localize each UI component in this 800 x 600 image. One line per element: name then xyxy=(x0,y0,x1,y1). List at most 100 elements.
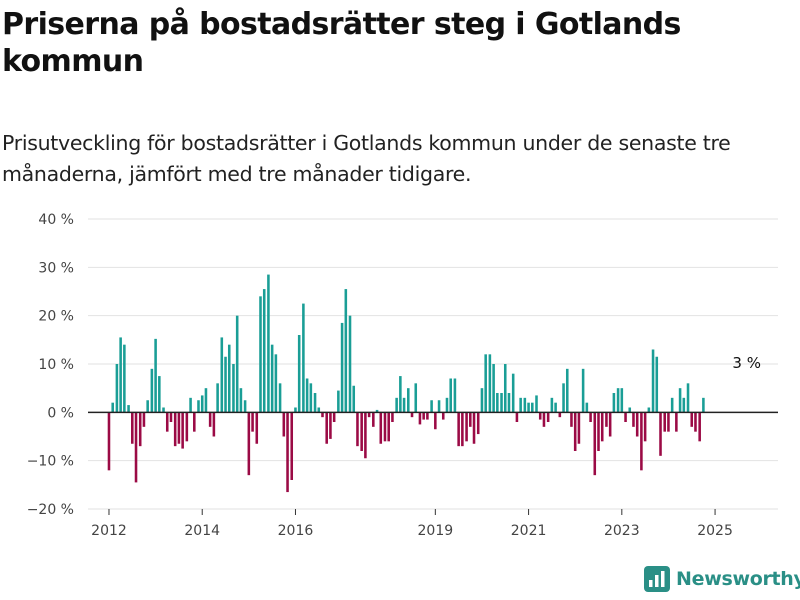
bar xyxy=(134,412,138,483)
newsworthy-logo: Newsworthy xyxy=(644,566,800,592)
bar xyxy=(224,356,227,413)
bar xyxy=(200,395,204,413)
bar xyxy=(243,400,247,413)
bar xyxy=(441,412,445,420)
bar xyxy=(675,412,678,432)
brand-name: Newsworthy xyxy=(676,568,800,590)
bar xyxy=(399,376,402,413)
bar xyxy=(340,322,344,413)
bar xyxy=(329,412,332,439)
x-tick-label: 2023 xyxy=(604,523,640,539)
bar xyxy=(107,412,111,471)
bar xyxy=(391,412,394,422)
bar xyxy=(678,388,682,413)
bar xyxy=(480,388,484,413)
bar xyxy=(297,335,301,413)
bar xyxy=(356,412,359,447)
bar xyxy=(185,412,189,442)
bar xyxy=(608,412,612,437)
bar xyxy=(402,397,406,413)
bar xyxy=(690,412,694,427)
bar xyxy=(503,364,507,413)
bar xyxy=(511,373,515,413)
bar xyxy=(550,397,554,413)
bar xyxy=(449,378,452,413)
bar xyxy=(492,364,495,413)
bar xyxy=(197,400,200,413)
bar xyxy=(585,402,589,413)
bar xyxy=(682,397,686,413)
bar xyxy=(325,412,328,444)
bar xyxy=(115,364,119,413)
bar xyxy=(546,412,550,422)
y-tick-label: 40 % xyxy=(38,212,74,228)
y-tick-label: 0 % xyxy=(47,405,74,421)
bar xyxy=(111,402,114,413)
bar xyxy=(360,412,363,451)
bar xyxy=(597,412,600,451)
bar xyxy=(542,412,546,427)
bar xyxy=(267,274,270,413)
bar xyxy=(189,397,192,413)
bar xyxy=(663,412,666,432)
bar xyxy=(453,378,457,413)
bar xyxy=(348,315,352,413)
bar xyxy=(154,338,157,413)
bar xyxy=(616,388,620,413)
bar xyxy=(352,385,356,413)
bar xyxy=(282,412,286,437)
y-tick-label: 10 % xyxy=(38,357,74,373)
y-tick-label: 20 % xyxy=(38,309,74,325)
chart-subtitle: Prisutveckling för bostadsrätter i Gotla… xyxy=(2,131,731,186)
bar xyxy=(659,412,662,456)
bar xyxy=(605,412,608,427)
bar xyxy=(686,383,690,413)
bar xyxy=(127,405,130,413)
bar xyxy=(383,412,387,442)
x-tick-label: 2014 xyxy=(184,523,220,539)
bar xyxy=(173,412,177,447)
bar xyxy=(523,397,527,413)
bar xyxy=(437,400,441,413)
bar xyxy=(461,412,464,447)
chart-title: Priserna på bostadsrätter steg i Gotland… xyxy=(2,7,681,79)
bar xyxy=(138,412,142,447)
bar xyxy=(527,402,530,413)
bar xyxy=(344,289,348,413)
bar xyxy=(208,412,212,427)
bar xyxy=(259,296,262,413)
bar xyxy=(570,412,573,427)
bar xyxy=(472,412,476,444)
bar xyxy=(177,412,181,444)
bar xyxy=(337,390,340,413)
x-tick-label: 2021 xyxy=(511,523,547,539)
bar xyxy=(640,412,643,471)
bar xyxy=(410,412,414,418)
bar xyxy=(414,383,418,413)
bar xyxy=(612,393,616,413)
bar xyxy=(418,412,422,425)
bar xyxy=(364,412,367,459)
bar xyxy=(294,407,297,413)
bar xyxy=(247,412,251,476)
x-tick-label: 2012 xyxy=(91,523,127,539)
bar xyxy=(270,344,274,413)
bar xyxy=(565,368,569,413)
bar xyxy=(227,344,231,413)
bar xyxy=(647,407,651,413)
bar xyxy=(220,337,224,413)
x-tick-label: 2019 xyxy=(418,523,454,539)
bar xyxy=(150,368,154,413)
bar xyxy=(554,402,557,413)
bar xyxy=(496,393,499,413)
bar xyxy=(332,412,336,422)
bar xyxy=(632,412,635,427)
bar xyxy=(131,412,134,444)
bar xyxy=(212,412,216,437)
y-axis-ticks: −20 % −10 % 0 % 10 % 20 % 30 % 40 % xyxy=(27,212,74,518)
bar xyxy=(577,412,581,444)
bar xyxy=(367,412,371,418)
bar xyxy=(694,412,697,432)
bar xyxy=(430,400,433,413)
